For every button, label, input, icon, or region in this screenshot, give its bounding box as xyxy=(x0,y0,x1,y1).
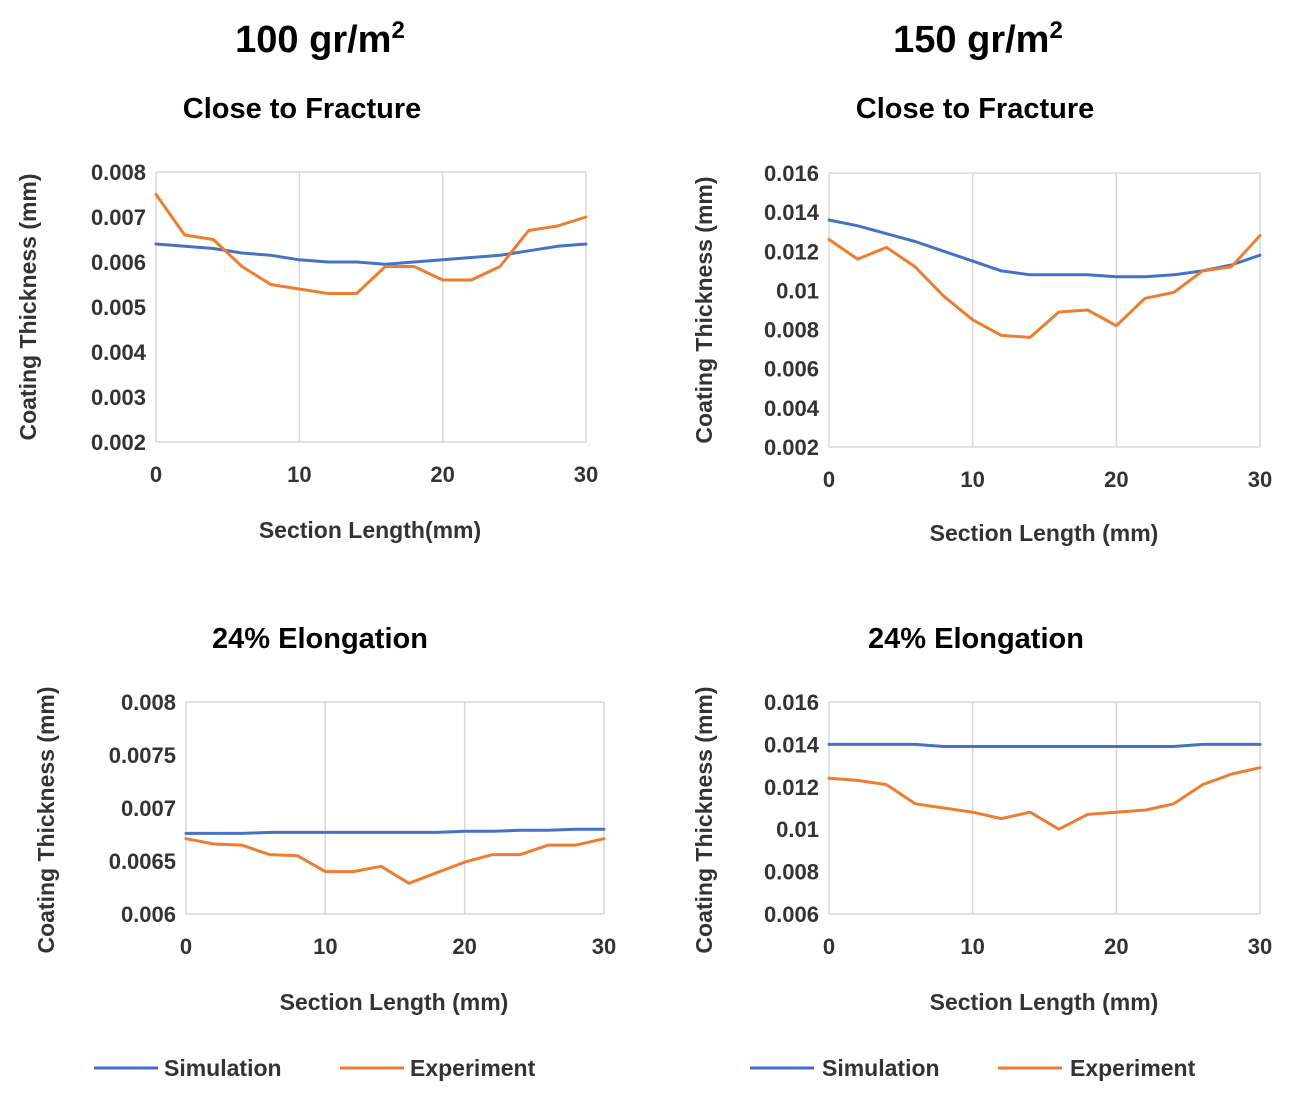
x-tick-label: 20 xyxy=(1104,934,1128,959)
x-tick-label: 0 xyxy=(823,467,835,492)
x-tick-label: 10 xyxy=(960,467,984,492)
x-axis-label: Section Length(mm) xyxy=(259,517,481,543)
x-tick-label: 30 xyxy=(1248,934,1272,959)
y-tick-label: 0.008 xyxy=(121,690,176,715)
x-tick-label: 10 xyxy=(287,462,311,487)
x-tick-label: 10 xyxy=(313,934,337,959)
x-tick-label: 0 xyxy=(823,934,835,959)
y-tick-label: 0.007 xyxy=(91,205,146,230)
x-tick-label: 20 xyxy=(452,934,476,959)
y-axis-label: Coating Thickness (mm) xyxy=(33,686,59,953)
series-line-experiment xyxy=(827,234,1262,339)
legend-label-experiment: Experiment xyxy=(410,1055,536,1081)
y-tick-label: 0.003 xyxy=(91,385,146,410)
y-tick-label: 0.016 xyxy=(764,690,819,715)
y-tick-label: 0.007 xyxy=(121,796,176,821)
x-tick-label: 0 xyxy=(150,462,162,487)
y-tick-label: 0.002 xyxy=(764,435,819,460)
series-line-experiment xyxy=(154,193,588,295)
series-line-simulation xyxy=(827,218,1262,279)
y-tick-label: 0.004 xyxy=(91,340,147,365)
x-tick-label: 20 xyxy=(430,462,454,487)
y-axis-label: Coating Thickness (mm) xyxy=(691,176,717,443)
series-line-simulation xyxy=(154,242,588,266)
y-tick-label: 0.005 xyxy=(91,295,146,320)
x-tick-label: 20 xyxy=(1104,467,1128,492)
y-tick-label: 0.012 xyxy=(764,239,819,264)
column-title-150: 150 gr/m2 xyxy=(893,17,1063,61)
y-axis-label: Coating Thickness (mm) xyxy=(691,686,717,953)
x-axis-label: Section Length (mm) xyxy=(930,520,1159,546)
y-tick-label: 0.01 xyxy=(776,817,819,842)
x-axis-label: Section Length (mm) xyxy=(930,989,1159,1015)
legend-left: Simulation Experiment xyxy=(94,1055,536,1081)
y-axis-label: Coating Thickness (mm) xyxy=(15,173,41,440)
y-tick-label: 0.006 xyxy=(764,357,819,382)
x-axis-label: Section Length (mm) xyxy=(280,989,509,1015)
y-tick-label: 0.002 xyxy=(91,430,146,455)
chart-title-top-right: Close to Fracture xyxy=(856,93,1095,125)
chart-elongation-100: 0 10 20 30 0.006 0.0065 0.007 0.0075 0.008 Sectio… xyxy=(33,686,616,1015)
y-tick-label: 0.0075 xyxy=(109,743,176,768)
x-tick-label: 0 xyxy=(180,934,192,959)
y-tick-label: 0.004 xyxy=(764,396,820,421)
chart-title-bottom-left: 24% Elongation xyxy=(212,623,428,655)
y-tick-label: 0.006 xyxy=(91,250,146,275)
series-line-experiment xyxy=(827,766,1262,831)
legend-label-simulation: Simulation xyxy=(164,1055,282,1081)
chart-title-top-left: Close to Fracture xyxy=(183,93,422,125)
series-line-experiment xyxy=(184,837,606,885)
y-tick-label: 0.014 xyxy=(764,732,820,757)
chart-title-bottom-right: 24% Elongation xyxy=(868,623,1084,655)
x-tick-label: 10 xyxy=(960,934,984,959)
y-tick-label: 0.012 xyxy=(764,775,819,800)
y-tick-label: 0.008 xyxy=(764,860,819,885)
x-tick-label: 30 xyxy=(574,462,598,487)
y-tick-label: 0.006 xyxy=(121,902,176,927)
y-tick-label: 0.006 xyxy=(764,902,819,927)
legend-label-simulation: Simulation xyxy=(822,1055,940,1081)
legend-right: Simulation Experiment xyxy=(750,1055,1196,1081)
y-tick-label: 0.0065 xyxy=(109,849,176,874)
y-tick-label: 0.008 xyxy=(91,160,146,185)
chart-close-to-fracture-100: 0 10 20 30 0.002 0.003 0.004 0.005 0.006 0.007 0.0… xyxy=(15,160,598,543)
series-line-simulation xyxy=(184,827,606,835)
y-tick-label: 0.01 xyxy=(776,278,819,303)
series-line-simulation xyxy=(827,742,1262,748)
chart-close-to-fracture-150: 0 10 20 30 0.002 0.004 0.006 0.008 0.01 0.012 0.01… xyxy=(691,161,1272,546)
chart-elongation-150: 0 10 20 30 0.006 0.008 0.01 0.012 0.014 0.016 Sect… xyxy=(691,686,1272,1015)
column-title-100: 100 gr/m2 xyxy=(235,17,405,61)
y-tick-label: 0.008 xyxy=(764,318,819,343)
x-tick-label: 30 xyxy=(1248,467,1272,492)
y-tick-label: 0.016 xyxy=(764,161,819,186)
legend-label-experiment: Experiment xyxy=(1070,1055,1196,1081)
y-tick-label: 0.014 xyxy=(764,200,820,225)
x-tick-label: 30 xyxy=(592,934,616,959)
